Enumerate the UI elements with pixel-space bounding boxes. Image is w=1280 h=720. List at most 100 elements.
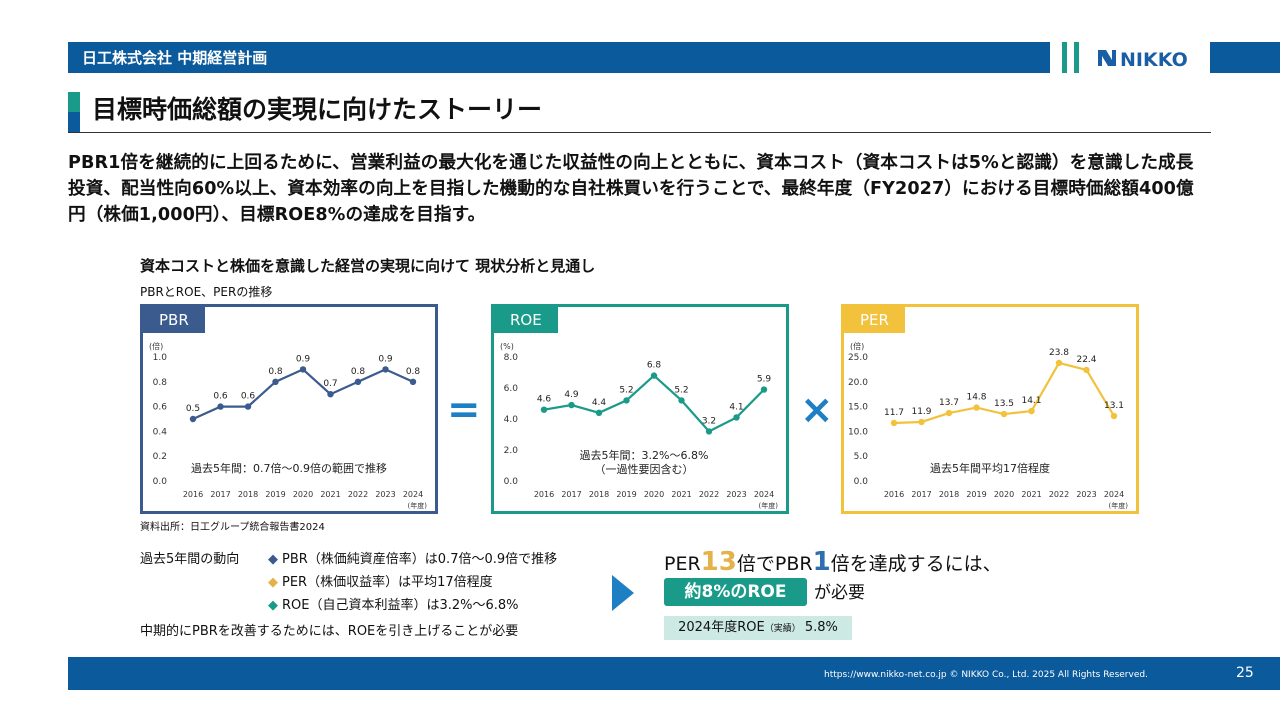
per-chart: PER (倍) 25.0 20.0 15.0 10.0 5.0 0.0 2016 2017 201…: [841, 304, 1139, 514]
source-note: 資料出所：日工グループ統合報告書2024: [140, 522, 325, 533]
data-point: [568, 401, 575, 409]
data-label: 22.4: [1076, 355, 1096, 365]
x-tick-label: 2019: [265, 490, 285, 499]
data-label: 11.7: [884, 408, 904, 418]
chart-annotation: 過去5年間：0.7倍～0.9倍の範囲で推移: [191, 461, 387, 475]
roe-chart: ROE (%) 8.0 6.0 4.0 2.0 0.0 2016 2017 2018 2019 20…: [491, 304, 789, 514]
data-label: 3.2: [702, 416, 716, 426]
data-point: [327, 391, 334, 398]
y-tick-label: 0.2: [153, 452, 167, 462]
diamond-icon: ◆: [268, 598, 278, 613]
data-point: [299, 366, 307, 373]
data-point: [595, 409, 603, 416]
y-axis-unit: (倍): [850, 341, 864, 351]
x-tick-label: 2016: [534, 490, 554, 499]
chart-annotation: 過去5年間平均17倍程度: [930, 461, 1050, 475]
y-tick-label: 15.0: [848, 403, 868, 413]
data-label: 0.6: [213, 392, 228, 402]
data-point: [1055, 359, 1063, 367]
x-tick-label: 2018: [589, 490, 609, 499]
title-divider: [68, 132, 1211, 133]
chart-annotation: 過去5年間：3.2%～6.8%: [580, 448, 709, 462]
y-tick-label: 25.0: [848, 353, 868, 363]
data-label: 4.1: [729, 402, 743, 412]
data-label: 4.9: [564, 390, 579, 400]
y-tick-label: 0.0: [504, 477, 519, 487]
target-statement: PER13倍でPBR1倍を達成するには、: [664, 547, 1002, 577]
x-tick-label: 2017: [911, 490, 931, 499]
y-tick-label: 10.0: [848, 427, 868, 437]
data-point: [1110, 412, 1118, 420]
y-tick-label: 0.4: [153, 427, 168, 437]
data-point: [217, 403, 224, 410]
x-tick-label: 2018: [939, 490, 959, 499]
data-point: [678, 397, 685, 404]
company-plan-label: 日工株式会社 中期経営計画: [82, 49, 268, 67]
x-tick-label: 2023: [1076, 490, 1096, 499]
logo-text: NIKKO: [1120, 49, 1188, 71]
data-point: [890, 419, 898, 427]
data-point: [760, 386, 768, 393]
data-label: 0.7: [323, 379, 337, 389]
x-tick-label: 2022: [1049, 490, 1069, 499]
actual-roe-badge: 2024年度ROE（実績） 5.8%: [664, 616, 852, 640]
x-tick-label: 2021: [671, 490, 691, 499]
data-label: 4.6: [537, 395, 552, 405]
y-tick-label: 1.0: [153, 353, 168, 363]
trend-item-pbr: ◆ PBR（株価純資産倍率）は0.7倍～0.9倍で推移: [268, 552, 558, 567]
data-point: [354, 378, 362, 385]
pbr-chart-title: PBR: [143, 307, 205, 333]
y-tick-label: 0.0: [153, 477, 168, 487]
roe-chart-plot: (%) 8.0 6.0 4.0 2.0 0.0 2016 2017 2018 2019 2020 20…: [500, 342, 778, 510]
footer-copyright: https://www.nikko-net.co.jp © NIKKO Co.,…: [824, 670, 1148, 680]
x-tick-label: 2019: [616, 490, 636, 499]
header-bar-right: [1210, 42, 1280, 73]
roe-chart-title: ROE: [494, 307, 558, 333]
lead-paragraph: PBR1倍を継続的に上回るために、営業利益の最大化を通じた収益性の向上とともに、…: [68, 153, 1194, 225]
data-label: 11.9: [911, 407, 931, 417]
logo-mark-icon: [1098, 50, 1116, 66]
x-tick-label: 2017: [210, 490, 230, 499]
x-tick-label: 2021: [320, 490, 340, 499]
data-point: [733, 414, 740, 421]
logo-accent-bar: [1074, 42, 1079, 73]
logo-accent-bar: [1062, 42, 1067, 73]
x-tick-label: 2020: [644, 490, 664, 499]
x-tick-label: 2021: [1021, 490, 1041, 499]
y-tick-label: 4.0: [504, 415, 519, 425]
title-accent: [68, 92, 80, 132]
pbr-chart: PBR (倍) 1.0 0.8 0.6 0.4 0.2 0.0 2016 2017 2018 201…: [140, 304, 438, 514]
chart-annotation: （一過性要因含む）: [595, 462, 694, 476]
trend-conclusion: 中期的にPBRを改善するためには、ROEを引き上げることが必要: [140, 624, 519, 639]
x-tick-label: 2023: [726, 490, 746, 499]
trend-heading: 過去5年間の動向: [140, 552, 240, 567]
page-number: 25: [1236, 665, 1254, 681]
data-point: [945, 409, 953, 417]
data-point: [1083, 366, 1090, 374]
roe-target-badge: 約8%のROE: [664, 578, 807, 606]
y-tick-label: 20.0: [848, 378, 868, 388]
y-tick-label: 8.0: [504, 353, 519, 363]
arrow-right-icon: [612, 575, 634, 611]
data-point: [705, 428, 713, 435]
data-point: [623, 397, 630, 404]
data-label: 0.9: [296, 354, 311, 364]
equals-sign: =: [447, 387, 481, 433]
x-tick-label: 2016: [183, 490, 203, 499]
pbr-target-value: 1: [812, 547, 831, 577]
diamond-icon: ◆: [268, 552, 278, 567]
y-axis-unit: (%): [500, 342, 514, 351]
y-tick-label: 0.0: [854, 477, 869, 487]
data-label: 6.8: [647, 361, 662, 371]
per-target-value: 13: [700, 547, 737, 577]
data-point: [244, 403, 252, 410]
data-point: [918, 418, 925, 426]
x-tick-label: 2018: [238, 490, 258, 499]
diamond-icon: ◆: [268, 575, 278, 590]
x-tick-label: 2024: [403, 490, 423, 499]
y-tick-label: 2.0: [504, 446, 519, 456]
y-axis-unit: (倍): [149, 341, 163, 351]
roe-target-suffix: が必要: [814, 583, 865, 603]
data-label: 5.2: [619, 385, 633, 395]
x-axis-unit: (年度): [1109, 501, 1129, 510]
